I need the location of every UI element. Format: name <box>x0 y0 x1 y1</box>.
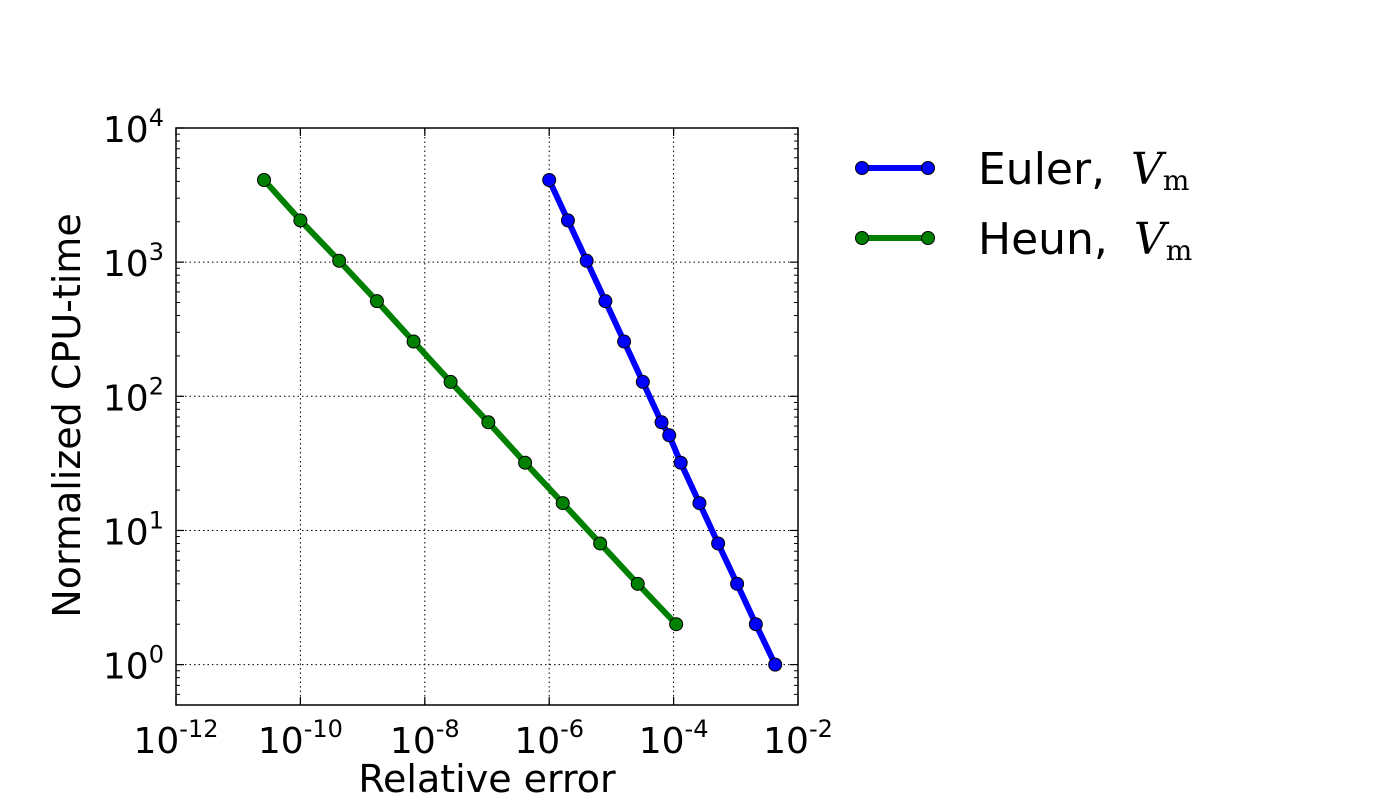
x-tick-label: 10-8 <box>390 715 460 762</box>
x-tick-label: 10-12 <box>133 715 218 762</box>
legend-item-0: Euler, Vm <box>855 144 1189 197</box>
x-axis-label: Relative error <box>358 757 616 800</box>
data-point <box>518 455 533 470</box>
data-point <box>332 253 347 268</box>
x-tick-label: 10-10 <box>258 715 343 762</box>
data-point <box>662 428 677 443</box>
data-point <box>635 374 650 389</box>
data-point <box>748 617 763 632</box>
data-point <box>257 173 272 188</box>
legend-marker <box>855 161 869 175</box>
data-point <box>598 294 613 309</box>
y-tick-label: 102 <box>103 372 164 419</box>
data-point <box>293 213 308 228</box>
y-axis-label: Normalized CPU-time <box>45 213 89 617</box>
legend-marker <box>855 231 869 245</box>
data-point <box>560 213 575 228</box>
data-point <box>481 415 496 430</box>
data-point <box>406 334 421 349</box>
data-point <box>673 455 688 470</box>
grid-lines <box>176 128 798 705</box>
data-point <box>768 657 783 672</box>
legend-label: Euler, Vm <box>978 144 1189 197</box>
legend-marker <box>921 231 935 245</box>
data-point <box>443 374 458 389</box>
data-point <box>369 294 384 309</box>
data-point <box>579 253 594 268</box>
data-point <box>630 576 645 591</box>
data-point <box>711 536 726 551</box>
data-point <box>593 536 608 551</box>
x-tick-label: 10-4 <box>639 715 709 762</box>
legend-label: Heun, Vm <box>978 214 1192 267</box>
series-line <box>261 177 679 627</box>
y-tick-label: 101 <box>103 506 164 553</box>
legend: Euler, Vm Heun, Vm <box>855 144 1192 267</box>
legend-item-1: Heun, Vm <box>855 214 1192 267</box>
series-line <box>546 178 778 666</box>
data-point <box>654 415 669 430</box>
series-0 <box>542 173 783 672</box>
data-point <box>617 334 632 349</box>
x-tick-label: 10-2 <box>763 715 833 762</box>
legend-marker <box>921 161 935 175</box>
data-point <box>730 576 745 591</box>
data-point <box>669 617 684 632</box>
data-point <box>555 496 570 511</box>
series-1 <box>257 173 684 632</box>
y-tick-label: 103 <box>103 238 164 285</box>
plot-area-frame <box>175 127 799 706</box>
tick-labels: 10-12 10-10 10-8 10-6 10-4 10-2 100 101 102 103 10… <box>103 104 833 762</box>
data-point <box>542 173 557 188</box>
data-series <box>257 173 783 672</box>
x-tick-label: 10-6 <box>514 715 584 762</box>
y-tick-label: 104 <box>103 104 164 151</box>
data-point <box>692 496 707 511</box>
y-tick-label: 100 <box>103 641 164 688</box>
